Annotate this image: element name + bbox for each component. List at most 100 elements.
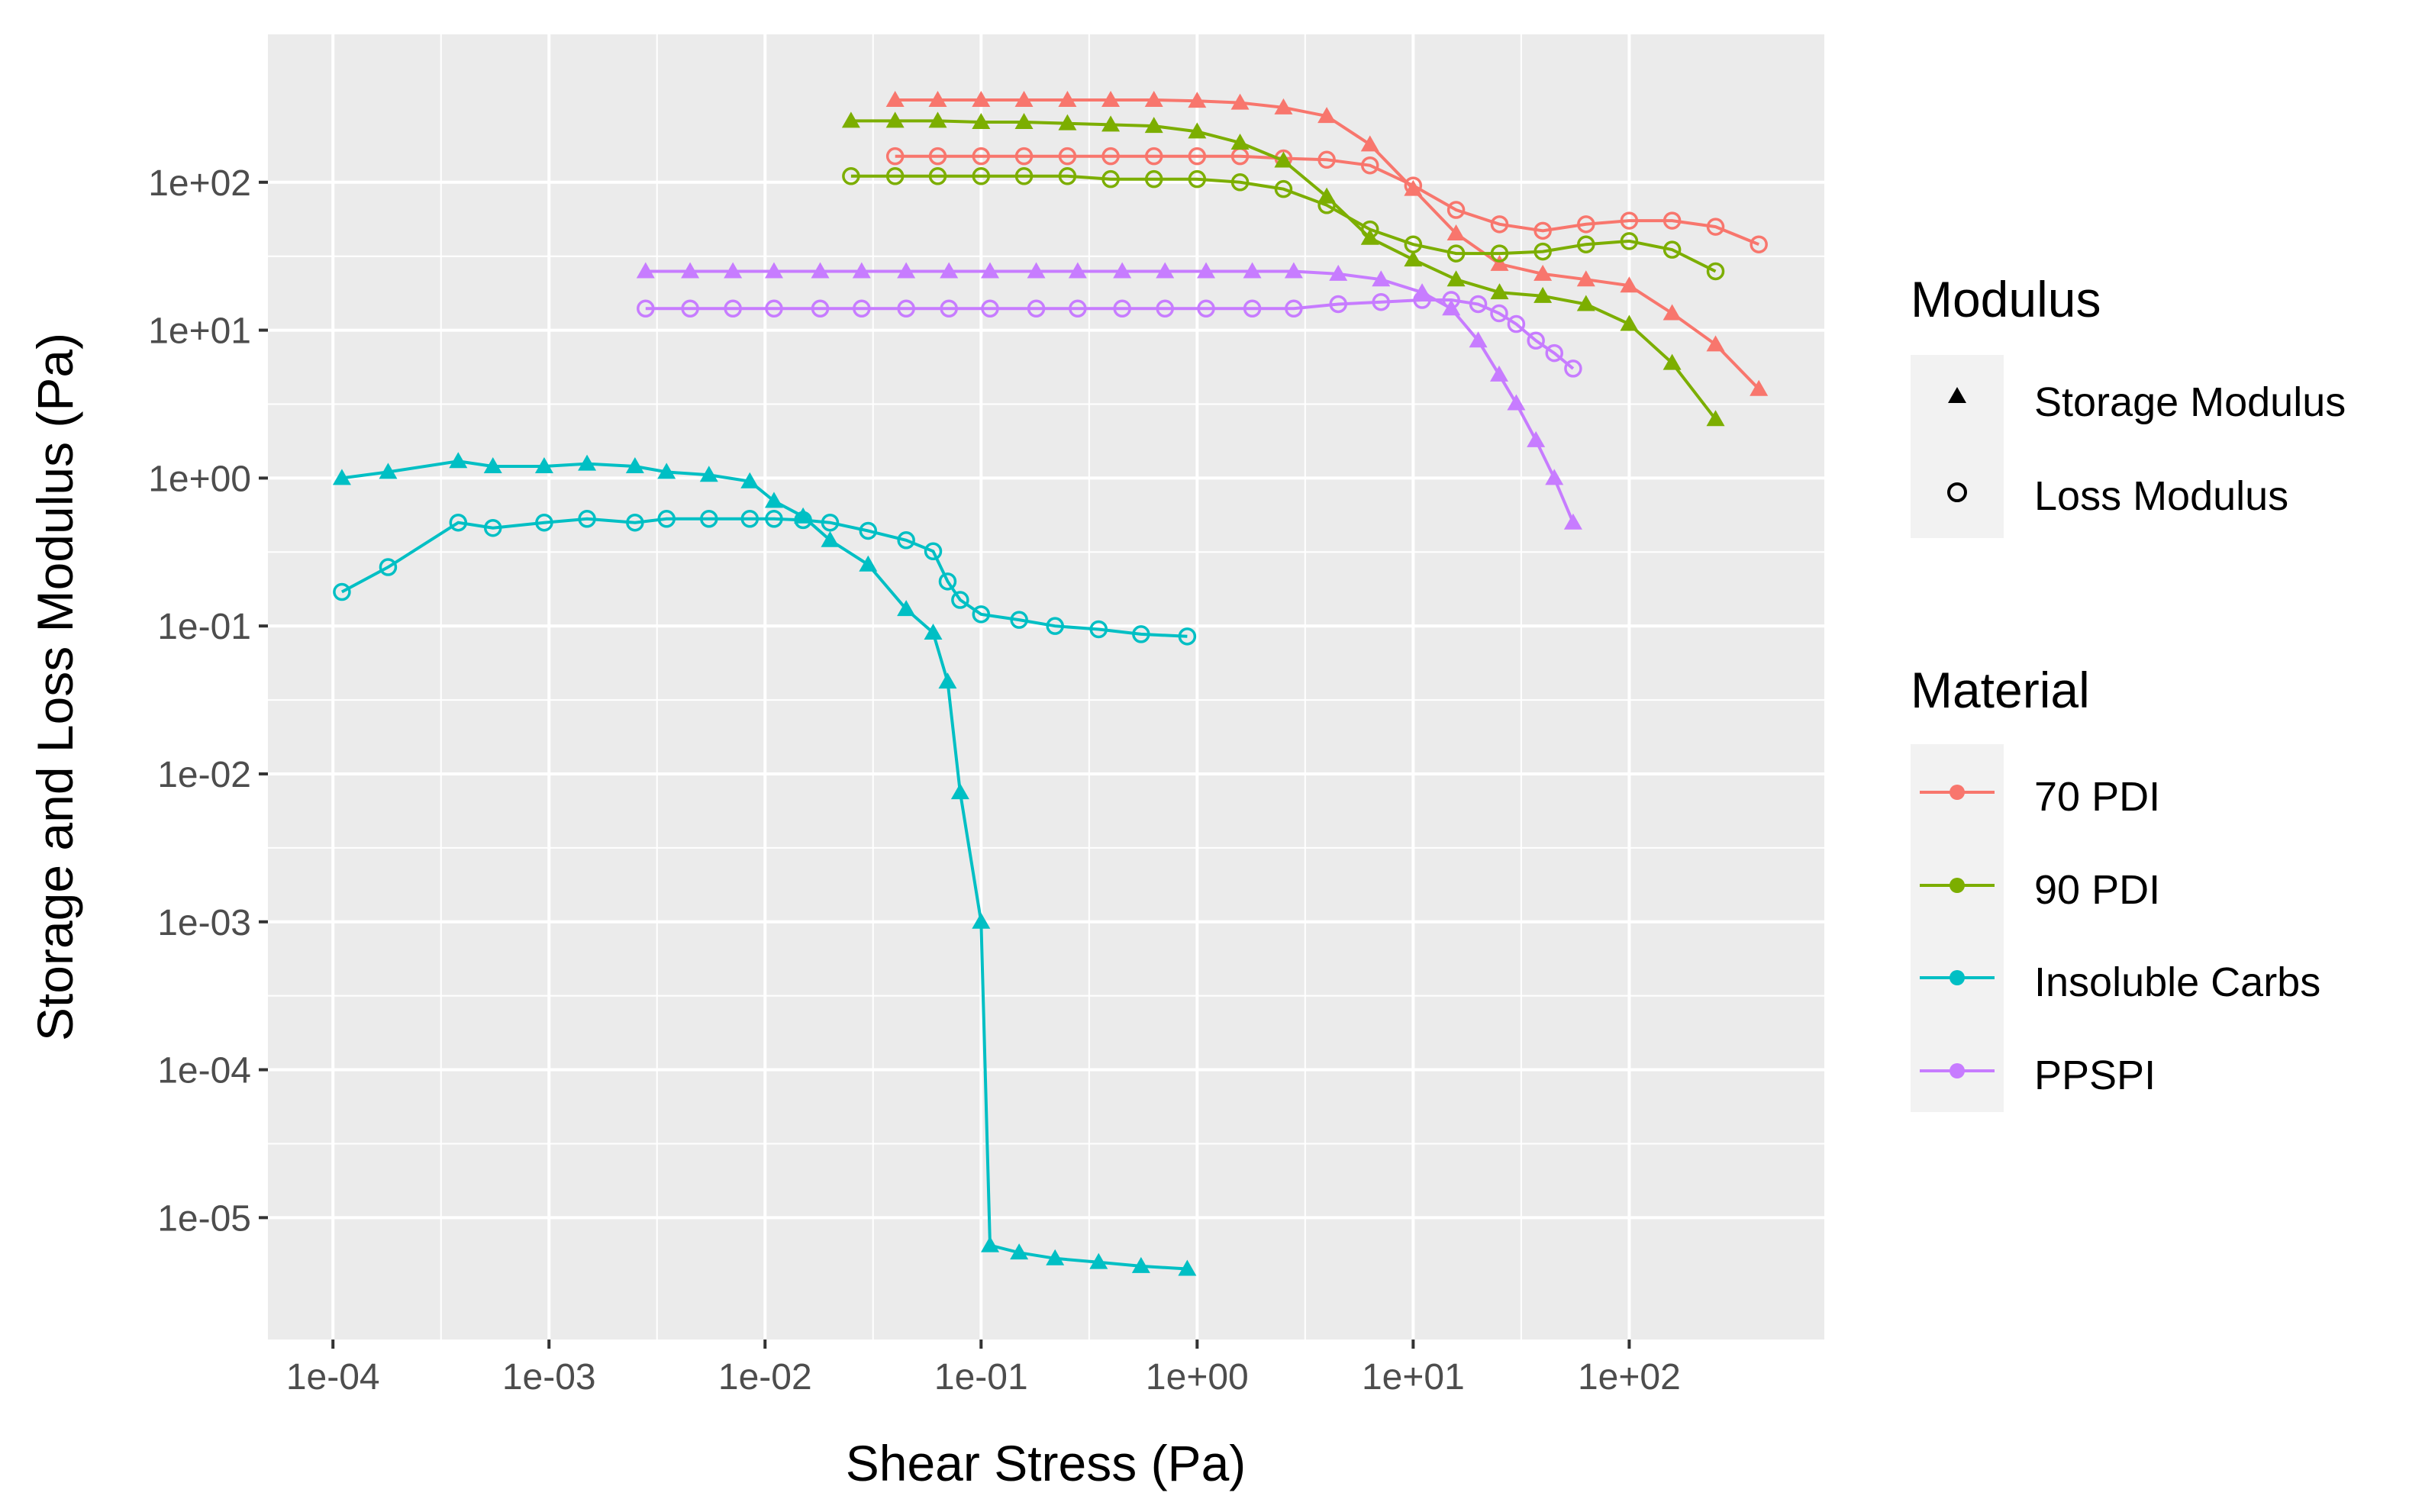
- data-point-circle: [951, 591, 969, 609]
- data-point-circle: [1014, 167, 1034, 185]
- data-point-triangle: [981, 262, 1000, 279]
- data-point-circle: [859, 521, 878, 540]
- data-point-circle: [1058, 147, 1077, 166]
- data-point-triangle: [897, 600, 916, 617]
- data-point-circle: [578, 510, 596, 528]
- series-ppspi-loss-modulus: [637, 291, 1582, 378]
- data-point-circle: [1490, 215, 1509, 234]
- data-point-triangle: [859, 555, 878, 572]
- data-point-triangle: [981, 1236, 1000, 1252]
- data-point-triangle: [681, 262, 700, 279]
- data-point-triangle: [928, 111, 947, 128]
- data-point-circle: [1620, 232, 1639, 250]
- data-point-triangle: [852, 262, 871, 279]
- legend-item-ppspi: PPSPI: [2034, 1053, 2156, 1098]
- data-point-triangle: [1663, 353, 1682, 370]
- data-point-circle: [1230, 173, 1250, 192]
- data-point-triangle: [1113, 262, 1132, 279]
- data-point-circle: [1469, 295, 1488, 314]
- y-tick-label: 1e+00: [148, 459, 251, 499]
- data-point-triangle: [940, 262, 959, 279]
- data-point-circle: [885, 167, 905, 185]
- data-point-circle: [853, 299, 871, 318]
- data-point-triangle: [1706, 335, 1725, 352]
- data-point-circle: [1317, 196, 1336, 214]
- grid-minor: [268, 34, 1824, 1340]
- data-point-circle: [1706, 218, 1725, 236]
- data-point-circle: [1144, 169, 1163, 189]
- data-point-circle: [1132, 625, 1150, 643]
- data-point-circle: [1285, 299, 1303, 318]
- series-insoluble-carbs-storage-modulus: [332, 452, 1197, 1276]
- data-point-triangle: [1027, 262, 1046, 279]
- data-point-triangle: [483, 457, 502, 474]
- data-point-circle: [928, 167, 947, 185]
- data-point-triangle: [1230, 93, 1250, 110]
- data-point-circle: [637, 299, 655, 318]
- data-point-circle: [765, 510, 783, 528]
- legend-material-keys: [1920, 785, 1995, 1078]
- data-point-circle: [1750, 235, 1768, 253]
- data-point-circle: [1490, 304, 1508, 323]
- legend-modulus-title: Modulus: [1911, 271, 2101, 327]
- data-point-circle: [1534, 242, 1552, 261]
- plot-panel: [268, 34, 1824, 1340]
- data-point-circle: [794, 511, 812, 530]
- data-point-triangle: [657, 463, 676, 479]
- data-point-circle: [1564, 359, 1582, 378]
- series-insoluble-carbs-loss-modulus: [333, 510, 1197, 646]
- series-70-pdi-loss-modulus: [885, 147, 1768, 253]
- data-point-circle: [1188, 147, 1207, 166]
- data-point-triangle: [1534, 286, 1553, 303]
- x-axis: 1e-04 1e-03 1e-02 1e-01 1e+00 1e+01 1e+02: [286, 1340, 1681, 1398]
- data-point-triangle: [1490, 254, 1509, 271]
- data-point-circle: [1156, 299, 1174, 318]
- data-point-circle: [657, 510, 676, 528]
- data-point-circle: [535, 513, 553, 532]
- data-point-circle: [1101, 147, 1120, 166]
- data-point-triangle: [1014, 113, 1034, 130]
- data-point-circle: [1663, 211, 1682, 230]
- legend-item-loss-modulus: Loss Modulus: [2034, 473, 2288, 519]
- y-axis-title: Storage and Loss Modulus (Pa): [27, 333, 83, 1041]
- data-point-triangle: [1469, 331, 1488, 348]
- data-point-circle: [724, 299, 742, 318]
- data-point-triangle: [1750, 379, 1769, 396]
- data-point-circle: [972, 167, 991, 185]
- data-point-triangle: [1188, 92, 1207, 108]
- data-point-triangle: [972, 113, 991, 130]
- legend-key-dot: [1950, 785, 1965, 800]
- grid-major: [268, 34, 1824, 1340]
- data-point-circle: [1490, 244, 1509, 263]
- data-point-triangle: [1404, 250, 1423, 267]
- data-point-triangle: [897, 262, 916, 279]
- data-point-circle: [1027, 299, 1046, 318]
- data-point-triangle: [332, 469, 351, 485]
- data-point-circle: [1361, 156, 1379, 175]
- data-point-circle: [1545, 343, 1563, 363]
- data-point-triangle: [1489, 365, 1508, 382]
- x-tick-label: 1e-04: [286, 1357, 380, 1398]
- data-point-triangle: [625, 457, 644, 474]
- data-point-circle: [1534, 221, 1552, 240]
- data-point-circle: [1113, 299, 1131, 318]
- data-point-circle: [626, 513, 644, 532]
- y-axis: 1e-05 1e-04 1e-03 1e-02 1e-01 1e+00 1e+01 1e+02: [148, 163, 268, 1239]
- legend-item-90-pdi: 90 PDI: [2034, 867, 2160, 913]
- data-point-triangle: [1576, 295, 1595, 311]
- data-point-triangle: [1144, 117, 1163, 134]
- y-tick-label: 1e+01: [148, 311, 251, 352]
- data-point-circle: [1577, 215, 1595, 234]
- data-point-circle: [1089, 620, 1108, 639]
- data-point-triangle: [1068, 262, 1087, 279]
- legend-storage-triangle: [1948, 387, 1966, 403]
- data-point-triangle: [1230, 134, 1250, 150]
- data-point-triangle: [1446, 224, 1466, 240]
- data-point-triangle: [764, 492, 783, 508]
- data-point-circle: [940, 299, 958, 318]
- data-point-circle: [1507, 314, 1526, 334]
- data-point-triangle: [1144, 90, 1163, 107]
- data-point-triangle: [1058, 114, 1077, 131]
- data-point-triangle: [1360, 135, 1379, 152]
